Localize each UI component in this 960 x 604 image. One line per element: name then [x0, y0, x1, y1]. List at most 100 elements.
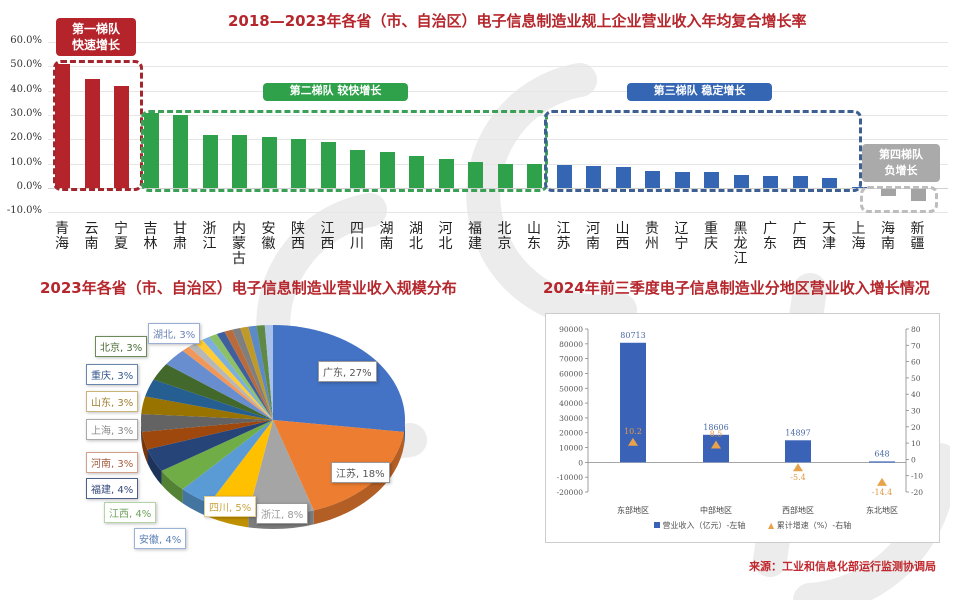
x-label: 贵州	[645, 221, 659, 252]
svg-text:10000: 10000	[559, 444, 583, 453]
pie-label-beijing: 北京, 3%	[95, 336, 148, 357]
svg-text:-5.4: -5.4	[790, 473, 805, 482]
svg-text:西部地区: 西部地区	[782, 505, 814, 515]
bar-河北	[438, 158, 454, 188]
source-note: 来源：工业和信息化部运行监测协调局	[749, 560, 936, 573]
tier3-tag: 第三梯队 稳定增长	[627, 83, 772, 101]
y-tick: 50.0%	[10, 59, 42, 70]
x-label: 湖北	[409, 221, 423, 252]
bar-广东	[763, 175, 778, 188]
x-label: 辽宁	[674, 221, 689, 252]
pie-label-jiangsu: 江苏, 18%	[331, 462, 390, 483]
region-graphic: 90000 80000 70000 60000 50000 40000 30000 20000…	[557, 325, 924, 515]
tier3-box	[544, 110, 862, 192]
svg-text:50: 50	[911, 374, 921, 383]
pie-label-chongqing: 重庆, 3%	[86, 364, 139, 385]
x-label: 山西	[615, 221, 630, 252]
svg-text:-14.4: -14.4	[872, 488, 893, 497]
pie-label-guangdong: 广东, 27%	[318, 361, 377, 382]
x-label: 重庆	[704, 221, 718, 252]
svg-text:东北地区: 东北地区	[866, 505, 898, 515]
x-label: 浙江	[202, 221, 217, 252]
x-label: 内蒙古	[232, 221, 246, 267]
bar-海南	[881, 189, 896, 197]
bar-浙江	[202, 134, 218, 188]
legend-bar-swatch	[654, 522, 660, 528]
svg-text:80713: 80713	[620, 331, 645, 340]
bar-云南	[84, 78, 100, 188]
bar-新疆	[910, 189, 926, 202]
bar-安徽	[261, 136, 277, 188]
legend-bar: 营业收入（亿元）-左轴	[654, 520, 745, 531]
pie-label-henan: 河南, 3%	[86, 452, 139, 473]
legend-growth: ▲ 累计增速（%）-右轴	[768, 520, 851, 531]
x-label: 宁夏	[114, 221, 128, 252]
tier1-line1: 第一梯队	[71, 22, 120, 36]
svg-text:18606: 18606	[703, 423, 728, 432]
top-chart-title: 2018—2023年各省（市、自治区）电子信息制造业规上企业营业收入年均复合增长…	[228, 12, 807, 30]
svg-text:80: 80	[911, 325, 921, 334]
x-label: 天津	[822, 221, 836, 252]
legend-bar-label: 营业收入（亿元）-左轴	[662, 521, 746, 530]
svg-text:-10: -10	[911, 472, 923, 481]
svg-text:10: 10	[911, 439, 921, 448]
x-label: 甘肃	[173, 221, 187, 252]
bar-重庆	[704, 172, 719, 188]
x-label: 黑龙江	[733, 221, 748, 267]
x-label: 江苏	[556, 221, 571, 252]
y-tick: 60.0%	[10, 35, 42, 46]
bar-湖北	[409, 156, 424, 188]
bar-贵州	[645, 170, 660, 188]
bar-青海	[55, 64, 70, 188]
pie-chart-title: 2023年各省（市、自治区）电子信息制造业营业收入规模分布	[40, 279, 457, 297]
svg-text:-20000: -20000	[557, 488, 584, 497]
x-label: 湖南	[379, 221, 394, 252]
svg-text:60: 60	[911, 358, 921, 367]
x-label: 海南	[881, 221, 895, 252]
x-label: 河南	[586, 221, 600, 252]
y-tick: -10.0%	[6, 205, 42, 216]
x-label: 江西	[320, 221, 335, 252]
svg-text:20000: 20000	[559, 429, 583, 438]
svg-text:30000: 30000	[559, 414, 583, 423]
y-tick: 30.0%	[10, 108, 42, 119]
region-chart-title: 2024年前三季度电子信息制造业分地区营业收入增长情况	[543, 279, 930, 297]
svg-text:60000: 60000	[559, 369, 583, 378]
x-label: 河北	[438, 221, 453, 252]
tier4-box	[860, 186, 938, 213]
y-tick: 20.0%	[10, 132, 42, 143]
pie-label-shandong: 山东, 3%	[86, 391, 139, 412]
bar-吉林	[143, 112, 159, 188]
svg-text:-20: -20	[911, 488, 923, 497]
x-label: 四川	[350, 221, 364, 252]
svg-text:0: 0	[911, 455, 916, 464]
tier1-box	[53, 60, 143, 191]
pie-label-zhejiang: 浙江, 8%	[256, 503, 309, 524]
svg-text:-10000: -10000	[557, 473, 584, 482]
tier4-tag: 第四梯队 负增长	[862, 144, 940, 182]
svg-text:40000: 40000	[559, 399, 583, 408]
svg-text:东部地区: 东部地区	[617, 505, 649, 515]
tier1-tag: 第一梯队 快速增长	[56, 18, 136, 56]
x-label: 吉林	[143, 221, 158, 252]
legend-triangle-icon: ▲	[768, 521, 775, 530]
bar-天津	[822, 178, 837, 188]
bar-江西	[320, 141, 336, 188]
x-label: 安徽	[261, 221, 276, 252]
tier4-line1: 第四梯队	[879, 148, 923, 161]
svg-text:70: 70	[911, 341, 921, 350]
tier4-line2: 负增长	[884, 164, 918, 177]
tier2-box	[141, 110, 548, 192]
x-label: 山东	[527, 221, 541, 252]
bar-湖南	[379, 151, 395, 188]
pie-label-fujian: 福建, 4%	[86, 478, 139, 499]
x-label: 广西	[792, 221, 807, 252]
tier2-tag: 第二梯队 较快增长	[263, 83, 408, 101]
svg-text:30: 30	[911, 407, 921, 416]
bar-陕西	[291, 139, 306, 188]
y-tick: 10.0%	[10, 157, 42, 168]
x-label: 青海	[55, 221, 69, 252]
region-chart: 90000 80000 70000 60000 50000 40000 30000 20000…	[545, 313, 940, 543]
bar-广西	[792, 175, 808, 188]
svg-text:中部地区: 中部地区	[700, 505, 732, 515]
